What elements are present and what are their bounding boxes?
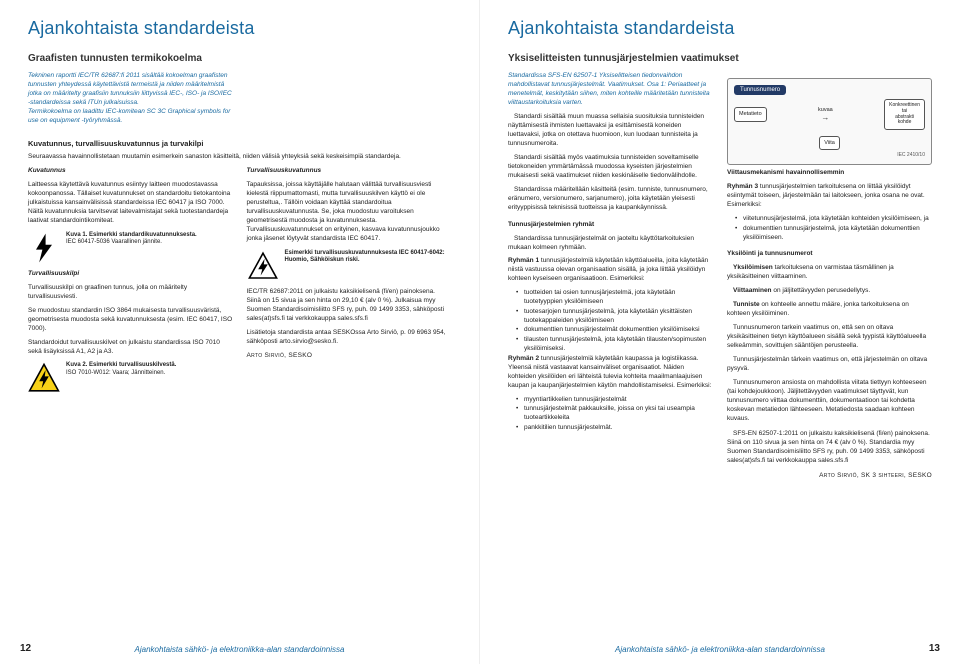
title-left: Graafisten tunnusten termikokoelma [28, 53, 451, 64]
section-kuvatunnus-heading: Kuvatunnus, turvallisuuskuvatunnus ja tu… [28, 139, 451, 148]
kuvatunnus-body: Laitteessa käytettävä kuvatunnus esiinty… [28, 181, 233, 226]
r-p1: Standardi sisältää muun muassa sellaisia… [508, 113, 713, 149]
turvkuva-body: Tapauksissa, joissa käyttäjälle halutaan… [247, 181, 452, 244]
list-item: dokumenttien tunnusjärjestelmät dokument… [516, 326, 713, 335]
y-p3: Tunniste on kohteelle annettu määre, jon… [727, 301, 932, 319]
page-right: Ajankohtaista standardeista Yksiselittei… [480, 0, 960, 664]
r3-list: viitetunnusjärjestelmä, jota käytetään k… [727, 215, 932, 242]
list-item: tuotesarjojen tunnusjärjestelmä, jota kä… [516, 308, 713, 326]
signature-right: Arto Sirviö, SK 3 sihteeri, SESKO [727, 472, 932, 481]
turvallisuuskilpi-p2: Turvallisuuskilpi on graafinen tunnus, j… [28, 284, 233, 302]
lightning-icon [28, 232, 60, 264]
kuvatunnus-head: Kuvatunnus [28, 167, 66, 174]
ryhmat-head: Tunnusjärjestelmien ryhmät [508, 221, 713, 230]
footer-left: Ajankohtaista sähkö- ja elektroniikka-al… [0, 645, 479, 654]
r-p2: Standardi sisältää myös vaatimuksia tunn… [508, 154, 713, 181]
footer-right: Ajankohtaista sähkö- ja elektroniikka-al… [480, 645, 960, 654]
list-item: myyntiartikkelien tunnusjärjestelmät [516, 396, 713, 405]
list-item: pankkitilien tunnusjärjestelmät. [516, 424, 713, 433]
fig1-title: Kuva 1. Esimerkki standardikuvatunnukses… [66, 232, 197, 238]
warning-outline-icon [247, 250, 279, 282]
diagram-box-konkreettinen: Konkreettinen tai abstrakti kohde [884, 99, 925, 130]
contact-info: Lisätietoja standardista antaa SESKOssa … [247, 329, 452, 347]
diagram-box-metatieto: Metatieto [734, 107, 767, 121]
banner-right: Ajankohtaista standardeista [508, 18, 932, 39]
r2-list: myyntiartikkelien tunnusjärjestelmät tun… [508, 396, 713, 433]
list-item: tuotteiden tai osien tunnusjärjestelmä, … [516, 289, 713, 307]
turvallisuuskilpi-head: Turvallisuuskilpi [28, 270, 79, 277]
turvkuva-head: Turvallisuuskuvatunnus [247, 167, 322, 174]
r-p3: Standardissa määritellään käsitteitä (es… [508, 186, 713, 213]
turvallisuuskilpi-p4: Standardoidut turvallisuuskilvet on julk… [28, 339, 233, 357]
y-p6: Tunnusnumeron ansiosta on mahdollista vi… [727, 379, 932, 424]
price-info: IEC/TR 62687:2011 on julkaistu kaksikiel… [247, 288, 452, 324]
list-item: tilausten tunnusjärjestelmä, jota käytet… [516, 336, 713, 354]
signature-left: Arto Sirviö, SESKO [247, 352, 452, 361]
r1-rest: tunnusjärjestelmiä käytetään käyttöaluei… [508, 257, 708, 282]
y-p5: Tunnusjärjestelmän tärkein vaatimus on, … [727, 356, 932, 374]
fig2-sub: ISO 7010-W012: Vaara; Jännitteinen. [66, 370, 176, 378]
fig1-sub: IEC 60417-5036 Vaarallinen jännite. [66, 239, 197, 247]
diagram-box-viita: Viita [819, 136, 840, 150]
y-p1: Yksilöimisen Yksilöimisen tarkoituksena … [727, 264, 932, 282]
fig3-caption: Esimerkki turvallisuus­kuvatunnuksesta I… [285, 250, 445, 264]
r3-bold: Ryhmän 3 [727, 183, 758, 190]
right-col-leftpage: Turvallisuuskuvatunnus Tapauksissa, jois… [247, 167, 452, 401]
r1-bold: Ryhmän 1 [508, 257, 539, 264]
warning-triangle-icon [28, 362, 60, 394]
title-right: Yksiselitteisten tunnusjärjestelmien vaa… [508, 53, 932, 64]
left-col: Kuvatunnus Laitteessa käytettävä kuvatun… [28, 167, 233, 401]
r1-list: tuotteiden tai osien tunnusjärjestelmä, … [508, 289, 713, 353]
r3-intro: Ryhmän 3 tunnusjärjestelmien tarkoitukse… [727, 183, 932, 210]
list-item: tunnusjärjestelmät pakkauksille, joissa … [516, 405, 713, 423]
banner-left: Ajankohtaista standardeista [28, 18, 451, 39]
diagram-caption: Viittausmekanismi havainnollisemmin [727, 169, 932, 178]
diagram-iec-label: IEC 2410/10 [734, 152, 925, 158]
arrow-right-icon: → [770, 113, 882, 122]
r2-bold: Ryhmän 2 [508, 355, 539, 362]
y-p2: Viittaaminen on jäljitettävyyden perused… [727, 287, 932, 296]
intro-right: Standardissa SFS-EN 62507-1 Yksiselittei… [508, 72, 713, 108]
price-right: SFS-EN 62507-1:2011 on julkaistu kaksiki… [727, 430, 932, 466]
page-left: Ajankohtaista standardeista Graafisten t… [0, 0, 480, 664]
r-p4: Standardissa tunnusjärjestelmät on jaote… [508, 235, 713, 253]
diagram-title: Tunnusnumero [734, 85, 786, 95]
kon4: kohde [889, 120, 920, 126]
list-item: viitetunnusjärjestelmä, jota käytetään k… [735, 215, 932, 224]
section-kuvatunnus-intro: Seuraavassa havainnollistetaan muutamin … [28, 152, 451, 161]
r2-rest: tunnusjärjestelmiä käytetään kaupassa ja… [508, 355, 711, 389]
reference-mechanism-diagram: Tunnusnumero Metatieto kuvaa → Konkreett… [727, 78, 932, 165]
r1-intro: Ryhmän 1 tunnusjärjestelmiä käytetään kä… [508, 257, 713, 284]
yksilointi-head: Yksilöinti ja tunnusnumerot [727, 250, 932, 259]
y-p4: Tunnusnumeron tarkein vaatimus on, että … [727, 324, 932, 351]
turvallisuuskilpi-p3: Se muodostuu standardin ISO 3864 mukaise… [28, 307, 233, 334]
fig2-title: Kuva 2. Esimerkki turvallisuuskilvestä. [66, 362, 176, 368]
list-item: dokumenttien tunnusjärjestelmä, jota käy… [735, 225, 932, 243]
r2-intro: Ryhmän 2 tunnusjärjestelmiä käytetään ka… [508, 355, 713, 391]
intro-left: Tekninen raportti IEC/TR 62687:fi 2011 s… [28, 72, 233, 126]
